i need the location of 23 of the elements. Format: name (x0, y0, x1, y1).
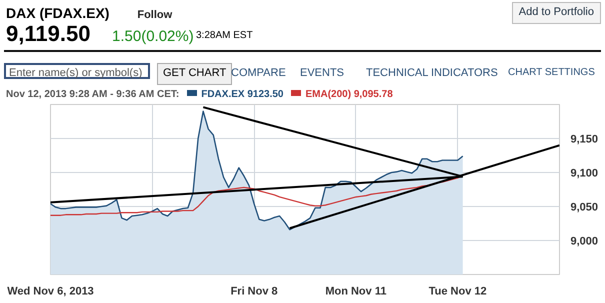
x-tick-label: Mon Nov 11 (325, 286, 386, 298)
y-tick-label: 9,100 (570, 168, 598, 180)
y-tick-label: 9,000 (570, 236, 598, 248)
text: Enter name(s) or symbol(s) (4, 63, 150, 79)
x-tick-label: Tue Nov 12 (428, 286, 487, 298)
legend-title: Nov 12, 2013 9:28 AM - 9:36 AM CET: (6, 89, 180, 100)
text: 1.50(0.02%) (112, 27, 194, 47)
legend-label: FDAX.EX 9123.50 (201, 89, 284, 100)
x-tick-label: Wed Nov 6, 2013 (7, 286, 94, 298)
chart-subtitle: 9,119.50 (6, 21, 90, 48)
text: GET CHART (157, 63, 232, 85)
text: CHART SETTINGS (508, 66, 595, 80)
legend-label: EMA(200) 9,095.78 (305, 89, 393, 100)
text: 3:28AM EST (196, 29, 253, 43)
y-tick-label: 9,050 (570, 202, 598, 214)
text: Follow (137, 9, 172, 21)
x-tick-label: Fri Nov 8 (230, 286, 278, 298)
y-tick-label: 9,150 (570, 134, 598, 146)
text: TECHNICAL INDICATORS (366, 66, 498, 81)
chart-title: DAX (FDAX.EX) (6, 5, 110, 21)
text: Add to Portfolio (512, 2, 601, 24)
text: COMPARE (231, 66, 286, 81)
text: EVENTS (300, 66, 344, 81)
